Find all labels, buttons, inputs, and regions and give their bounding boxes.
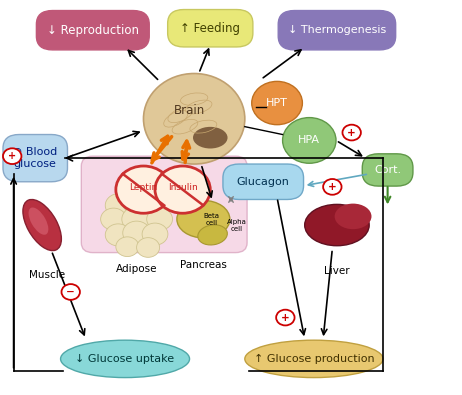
Circle shape — [105, 194, 133, 217]
Circle shape — [252, 81, 303, 125]
Text: ↑ Glucose production: ↑ Glucose production — [254, 354, 374, 364]
Text: +: + — [8, 151, 16, 161]
Text: Beta
cell: Beta cell — [204, 213, 219, 226]
Text: +: + — [347, 128, 356, 137]
Circle shape — [141, 194, 169, 217]
Circle shape — [116, 237, 139, 256]
Text: HPT: HPT — [266, 98, 288, 108]
FancyBboxPatch shape — [362, 154, 413, 186]
Circle shape — [155, 166, 210, 213]
Circle shape — [116, 166, 171, 213]
Circle shape — [101, 208, 127, 230]
Text: Insulin: Insulin — [168, 183, 198, 192]
Text: HPA: HPA — [298, 135, 320, 145]
Circle shape — [142, 223, 168, 245]
Text: Alpha
cell: Alpha cell — [226, 218, 246, 231]
Text: ⊕ Blood
glucose: ⊕ Blood glucose — [13, 147, 57, 169]
Circle shape — [137, 238, 159, 257]
FancyBboxPatch shape — [36, 11, 149, 50]
Text: Leptin: Leptin — [129, 183, 158, 192]
Ellipse shape — [144, 73, 245, 164]
Ellipse shape — [245, 340, 383, 378]
FancyBboxPatch shape — [81, 156, 247, 253]
FancyBboxPatch shape — [278, 11, 395, 50]
Ellipse shape — [193, 127, 228, 149]
Circle shape — [123, 221, 151, 245]
Circle shape — [147, 208, 172, 230]
Ellipse shape — [23, 199, 61, 250]
Ellipse shape — [177, 200, 230, 238]
Text: ↓ Reproduction: ↓ Reproduction — [47, 24, 139, 37]
Circle shape — [122, 207, 152, 232]
Ellipse shape — [198, 225, 227, 245]
Circle shape — [283, 118, 336, 163]
Text: Muscle: Muscle — [29, 270, 65, 280]
Ellipse shape — [305, 204, 369, 246]
Circle shape — [276, 310, 295, 325]
FancyBboxPatch shape — [223, 164, 304, 199]
Circle shape — [3, 148, 21, 164]
Text: ↑ Feeding: ↑ Feeding — [180, 22, 240, 35]
Text: Cort.: Cort. — [374, 165, 401, 175]
Circle shape — [342, 125, 361, 141]
FancyBboxPatch shape — [168, 9, 253, 47]
FancyBboxPatch shape — [3, 135, 67, 182]
Text: Glucagon: Glucagon — [237, 177, 290, 187]
Text: Liver: Liver — [324, 266, 350, 276]
Circle shape — [122, 189, 152, 214]
Text: −: − — [67, 287, 75, 297]
Text: ↓ Thermogenesis: ↓ Thermogenesis — [288, 25, 386, 35]
Ellipse shape — [334, 203, 371, 229]
Text: +: + — [328, 182, 337, 192]
Text: ↓ Glucose uptake: ↓ Glucose uptake — [75, 354, 175, 364]
Text: +: + — [281, 312, 290, 323]
Ellipse shape — [61, 340, 189, 378]
Text: Brain: Brain — [174, 104, 205, 117]
Ellipse shape — [29, 207, 49, 235]
Circle shape — [61, 284, 80, 300]
Text: Pancreas: Pancreas — [180, 260, 227, 271]
Circle shape — [105, 224, 131, 246]
Circle shape — [323, 179, 341, 195]
Text: Adipose: Adipose — [116, 264, 158, 275]
